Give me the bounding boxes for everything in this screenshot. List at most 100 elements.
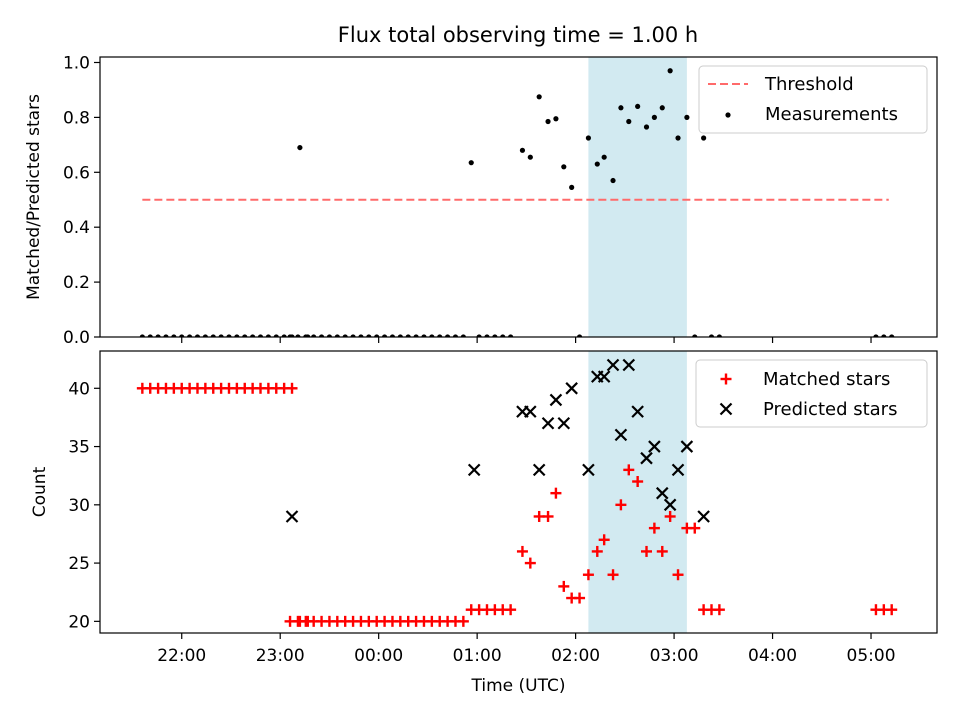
predicted-star-point (655, 486, 669, 500)
figure-title: Flux total observing time = 1.00 h (338, 23, 698, 47)
predicted-stars-series (285, 358, 710, 523)
predicted-star-b (532, 463, 546, 477)
matched-star-point (582, 569, 594, 581)
count-xtick-label: 03:00 (650, 646, 699, 666)
ratio-ytick-label: 0.8 (63, 108, 90, 128)
measurement-point (242, 334, 248, 337)
count-xlabel: Time (UTC) (471, 676, 566, 696)
predicted-star-point (631, 405, 644, 418)
measurement-point (147, 334, 153, 337)
predicted-star-point (597, 370, 611, 383)
measurement-point (281, 334, 287, 337)
matched-star-point (615, 499, 627, 511)
measurement-point (218, 334, 224, 337)
count-panel: 20 25 30 35 40 22:00 23:00 00:00 01:00 02:00 03:00… (30, 350, 938, 696)
predicted-star-b (622, 358, 636, 372)
measurement-point (601, 154, 607, 160)
predicted-star-b (640, 451, 653, 465)
measurement-point (171, 334, 177, 337)
observing-window-span (588, 57, 687, 337)
predicted-star-b (671, 463, 685, 477)
measurement-point (561, 164, 567, 170)
measurement-point (210, 334, 216, 337)
predicted-star-point (648, 440, 661, 453)
matched-stars-series (136, 382, 898, 627)
measurement-point (576, 334, 583, 337)
count-xtick-label: 04:00 (748, 646, 797, 666)
measurement-point (585, 135, 592, 141)
ratio-panel-frame (99, 56, 938, 338)
measurement-point (536, 94, 542, 100)
predicted-star-b (697, 510, 710, 523)
measurement-point (413, 334, 419, 337)
measurement-point (303, 334, 309, 337)
matched-star-point (598, 534, 610, 546)
measurement-point (381, 334, 388, 337)
predicted-star-b (663, 498, 677, 512)
predicted-star-point (697, 510, 710, 523)
predicted-star-b (549, 393, 563, 407)
predicted-star-point (622, 358, 636, 372)
predicted-star-b (597, 370, 611, 383)
measurement-point (226, 334, 232, 337)
measurement-point (508, 334, 514, 337)
measurement-point (635, 103, 641, 110)
measurement-point (311, 334, 317, 337)
measurement-point (500, 334, 506, 337)
measurement-point (445, 334, 451, 337)
ratio-ytick-label: 1.0 (63, 53, 90, 73)
measurement-point (295, 334, 301, 337)
measurement-point (667, 68, 673, 74)
predicted-star-point (524, 405, 537, 418)
ratio-ytick-label: 0.6 (63, 163, 90, 183)
count-ylabel: Count (30, 466, 50, 517)
predicted-star-point (640, 451, 653, 465)
measurement-point (334, 334, 340, 337)
count-xtick-label: 02:00 (551, 646, 600, 666)
measurement-point (881, 334, 887, 337)
predicted-star-point (285, 510, 299, 523)
matched-star-point (886, 604, 898, 616)
measurement-point (643, 124, 650, 130)
measurement-point (553, 116, 559, 122)
measurement-point (234, 334, 240, 337)
matched-star-point (574, 592, 586, 604)
measurement-point (187, 334, 193, 337)
matched-star-point (672, 569, 684, 581)
predicted-star-point (663, 498, 677, 512)
count-ytick-label: 20 (68, 612, 90, 632)
count-ytick-label: 30 (68, 496, 90, 516)
measurement-point (366, 334, 372, 337)
measurement-point (460, 334, 466, 337)
predicted-star-point (680, 440, 694, 453)
predicted-star-b (680, 440, 694, 453)
measurement-point (179, 334, 185, 337)
predicted-star-point (541, 416, 555, 430)
matched-star-point (524, 557, 536, 569)
measurement-point (684, 114, 690, 120)
measurement-point (250, 334, 256, 337)
measurement-point (155, 334, 161, 337)
measurement-point (610, 177, 616, 184)
measurement-point (342, 334, 348, 337)
predicted-star-point (582, 463, 595, 477)
measurement-point (873, 334, 879, 337)
count-ytick-label: 35 (68, 438, 90, 458)
matched-star-point (286, 382, 298, 394)
predicted-star-b (467, 463, 481, 477)
measurement-point (701, 135, 707, 141)
measurement-point (618, 105, 624, 111)
predicted-star-point (467, 463, 481, 477)
predicted-star-point (671, 463, 685, 477)
matched-star-point (542, 510, 554, 522)
count-ytick-label: 25 (68, 554, 90, 574)
count-xtick-label: 05:00 (847, 646, 896, 666)
ratio-legend: Threshold Measurements (698, 65, 928, 134)
measurement-point (545, 118, 551, 125)
matched-star-point (623, 464, 635, 476)
predicted-star-b (606, 358, 620, 372)
measurement-point (139, 334, 145, 337)
ratio-ytick-label: 0.0 (63, 328, 90, 348)
measurement-point (437, 334, 443, 337)
